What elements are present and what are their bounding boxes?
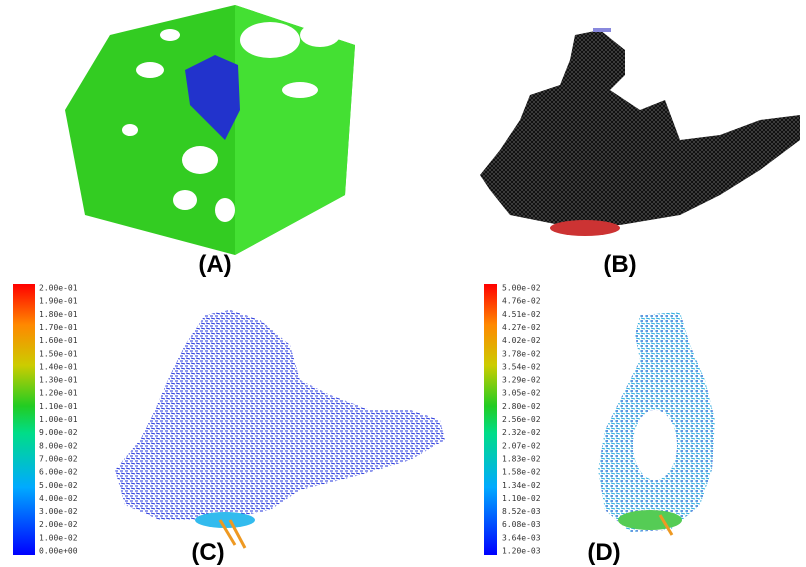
colorbar-label: 5.00e-02 [502, 284, 541, 293]
colorbar-label: 1.34e-02 [502, 481, 541, 490]
colorbar-label: 3.64e-03 [502, 533, 541, 542]
colorbar-label: 1.58e-02 [502, 468, 541, 477]
colorbar-label: 1.30e-01 [39, 376, 78, 385]
colorbar-label: 2.32e-02 [502, 428, 541, 437]
panel-d-image [598, 312, 715, 536]
colorbar-label: 2.00e-01 [39, 284, 78, 293]
colorbar-label: 1.20e-03 [502, 547, 541, 556]
colorbar-label: 4.27e-02 [502, 323, 541, 332]
panel-label: (B) [603, 251, 636, 278]
colorbar-label: 3.05e-02 [502, 389, 541, 398]
colorbar-label: 4.00e-02 [39, 494, 78, 503]
colorbar-label: 2.00e-02 [39, 520, 78, 529]
colorbar-label: 0.00e+00 [39, 547, 78, 556]
panel-label: (C) [191, 539, 224, 566]
colorbar-label: 1.60e-01 [39, 336, 78, 345]
colorbar-label: 1.40e-01 [39, 362, 78, 371]
colorbar-label: 3.78e-02 [502, 349, 541, 358]
colorbar-label: 6.08e-03 [502, 520, 541, 529]
colorbar-label: 1.80e-01 [39, 310, 78, 319]
colorbar-label: 8.00e-02 [39, 441, 78, 450]
colorbar-label: 4.51e-02 [502, 310, 541, 319]
colorbar-label: 9.00e-02 [39, 428, 78, 437]
colorbar-label: 2.80e-02 [502, 402, 541, 411]
colorbar [484, 284, 497, 555]
colorbar-label: 2.07e-02 [502, 441, 541, 450]
colorbar-label: 1.70e-01 [39, 323, 78, 332]
colorbar-label: 6.00e-02 [39, 468, 78, 477]
colorbar-label: 4.02e-02 [502, 336, 541, 345]
panel-a-image [65, 5, 355, 255]
panel-label: (A) [198, 251, 231, 278]
colorbar-label: 3.54e-02 [502, 362, 541, 371]
colorbar-label: 2.56e-02 [502, 415, 541, 424]
colorbar-label: 1.20e-01 [39, 389, 78, 398]
colorbar-label: 7.00e-02 [39, 454, 78, 463]
colorbar-label: 1.10e-02 [502, 494, 541, 503]
colorbar-label: 1.00e-02 [39, 533, 78, 542]
colorbar-label: 3.00e-02 [39, 507, 78, 516]
colorbar-label: 4.76e-02 [502, 297, 541, 306]
colorbar-label: 1.83e-02 [502, 454, 541, 463]
panel-c-image [115, 310, 445, 549]
colorbar-label: 1.90e-01 [39, 297, 78, 306]
colorbar-label: 1.10e-01 [39, 402, 78, 411]
panel-b-image [480, 28, 800, 236]
colorbar-label: 3.29e-02 [502, 376, 541, 385]
panel-label: (D) [587, 539, 620, 566]
colorbar-label: 1.00e-01 [39, 415, 78, 424]
colorbar-label: 1.50e-01 [39, 349, 78, 358]
colorbar [13, 284, 35, 555]
colorbar-label: 5.00e-02 [39, 481, 78, 490]
colorbar-label: 8.52e-03 [502, 507, 541, 516]
